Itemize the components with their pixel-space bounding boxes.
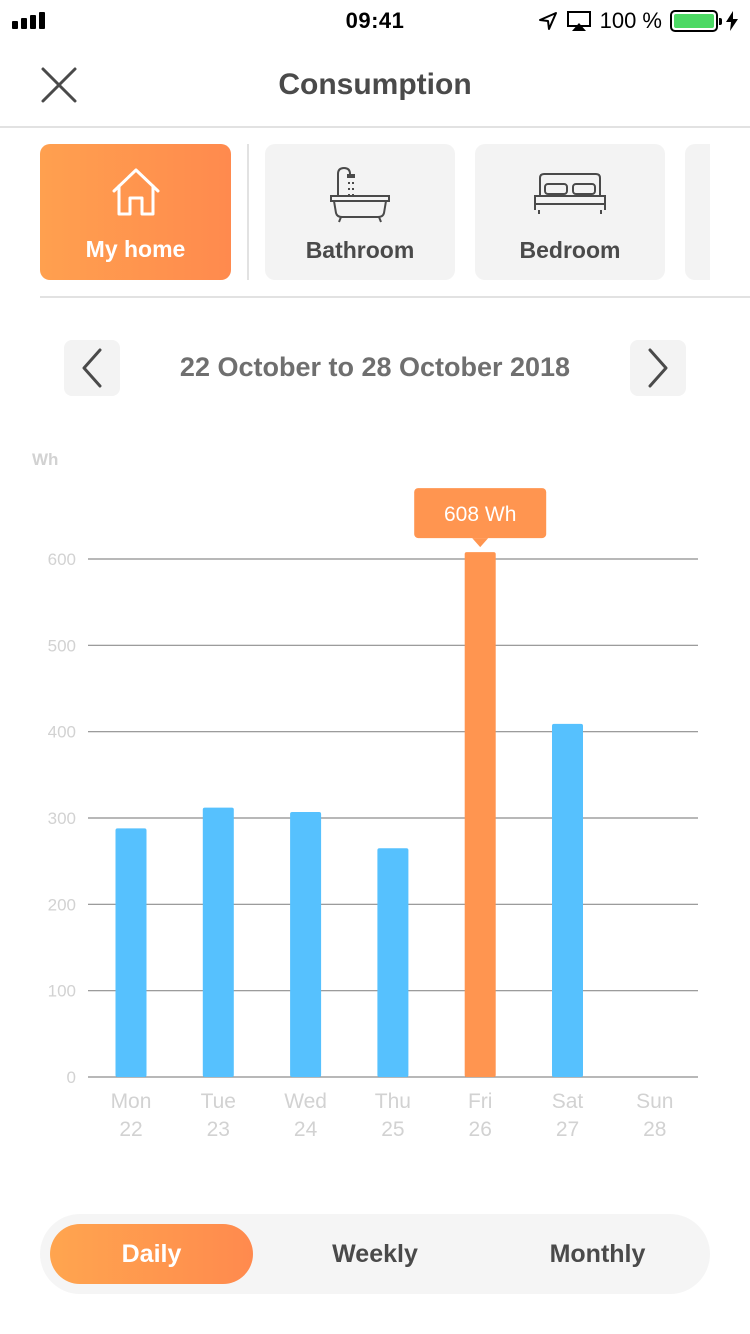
charging-bolt-icon bbox=[726, 11, 738, 31]
bar-fri bbox=[464, 552, 496, 1077]
room-label: Bathroom bbox=[305, 237, 415, 263]
location-arrow-icon bbox=[538, 12, 557, 30]
x-tick-day: Sat bbox=[552, 1090, 584, 1113]
bar-thu bbox=[377, 848, 409, 1077]
y-tick-label: 500 bbox=[48, 636, 76, 655]
previous-week-button[interactable] bbox=[64, 340, 120, 396]
status-right: 100 % bbox=[538, 8, 738, 34]
page-title: Consumption bbox=[278, 68, 472, 101]
tab-monthly[interactable]: Monthly bbox=[549, 1239, 646, 1268]
room-tab-my-home[interactable]: My home bbox=[40, 144, 231, 280]
y-tick-label: 200 bbox=[48, 895, 76, 914]
room-label: My home bbox=[85, 236, 186, 262]
x-tick-date: 22 bbox=[119, 1118, 142, 1141]
value-tooltip: 608 Wh bbox=[414, 488, 547, 548]
tab-daily[interactable]: Daily bbox=[50, 1224, 253, 1284]
battery-icon bbox=[670, 10, 722, 32]
bar-sat bbox=[552, 723, 583, 1077]
x-tick-date: 25 bbox=[381, 1118, 404, 1141]
next-week-button[interactable] bbox=[630, 340, 686, 396]
cellular-signal-icon bbox=[12, 12, 45, 29]
y-tick-label: 600 bbox=[48, 550, 76, 569]
consumption-bar-chart: Wh 0 100 200 300 400 500 600 Mon 22 Tue 23 Wed 24 Thu 2… bbox=[32, 450, 698, 1141]
y-axis-label: Wh bbox=[32, 450, 58, 469]
x-tick-day: Thu bbox=[375, 1090, 411, 1113]
chevron-left-icon bbox=[82, 348, 102, 388]
room-label: Bedroom bbox=[519, 237, 621, 263]
period-selector: Daily Weekly Monthly bbox=[40, 1214, 710, 1294]
bar-wed bbox=[290, 811, 322, 1077]
x-tick-date: 26 bbox=[469, 1118, 492, 1141]
tab-weekly[interactable]: Weekly bbox=[332, 1239, 418, 1268]
divider bbox=[40, 296, 750, 298]
airplay-icon bbox=[566, 11, 591, 31]
battery-percent: 100 % bbox=[599, 8, 662, 33]
y-tick-label: 400 bbox=[48, 723, 76, 742]
bathtub-icon bbox=[330, 166, 390, 223]
tooltip-pointer bbox=[472, 538, 489, 548]
house-icon bbox=[112, 168, 159, 216]
header: Consumption bbox=[0, 40, 750, 128]
tooltip-box bbox=[414, 488, 547, 539]
room-tab-bedroom[interactable]: Bedroom bbox=[475, 144, 665, 280]
x-tick-date: 28 bbox=[643, 1118, 666, 1141]
y-tick-label: 100 bbox=[48, 982, 76, 1001]
date-range-label: 22 October to 28 October 2018 bbox=[179, 352, 571, 382]
room-tab-partial[interactable] bbox=[685, 144, 710, 280]
status-time: 09:41 bbox=[345, 8, 405, 33]
bed-icon bbox=[534, 173, 606, 214]
y-tick-label: 300 bbox=[48, 809, 76, 828]
y-tick-label: 0 bbox=[67, 1068, 76, 1087]
chevron-right-icon bbox=[648, 348, 668, 388]
close-icon[interactable] bbox=[38, 64, 80, 106]
bar-tue bbox=[202, 807, 234, 1077]
x-tick-day: Sun bbox=[636, 1090, 673, 1113]
tooltip-label: 608 Wh bbox=[444, 503, 516, 526]
x-tick-date: 23 bbox=[207, 1118, 230, 1141]
room-selector: My home Bathroom Bedroom bbox=[40, 144, 710, 280]
x-tick-day: Fri bbox=[468, 1090, 493, 1113]
room-tab-bathroom[interactable]: Bathroom bbox=[265, 144, 455, 280]
status-bar: 09:41 100 % bbox=[0, 0, 750, 40]
x-tick-day: Mon bbox=[111, 1090, 152, 1113]
room-divider bbox=[247, 144, 249, 280]
x-tick-date: 24 bbox=[294, 1118, 318, 1141]
bar-mon bbox=[115, 828, 147, 1077]
x-tick-day: Tue bbox=[201, 1090, 236, 1113]
x-tick-day: Wed bbox=[284, 1090, 327, 1113]
x-tick-date: 27 bbox=[556, 1118, 579, 1141]
